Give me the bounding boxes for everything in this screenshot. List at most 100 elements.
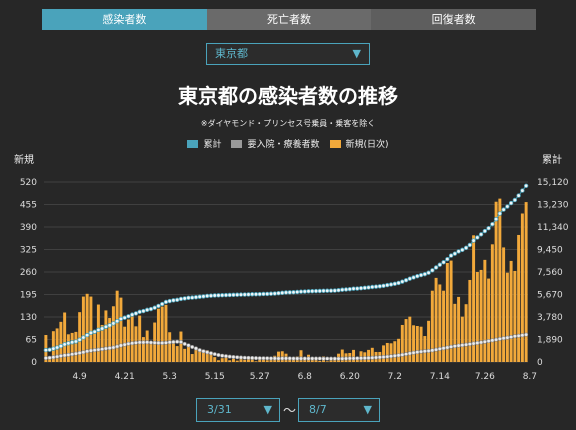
cumulative-point <box>471 238 476 243</box>
inpatients-point <box>118 343 123 348</box>
legend-swatch <box>329 139 341 148</box>
bar-daily-new <box>400 324 404 362</box>
inpatients-point <box>156 340 161 345</box>
cumulative-point <box>321 288 326 294</box>
bar-daily-new <box>74 331 78 362</box>
bar-daily-new <box>494 201 498 362</box>
start-date-select[interactable]: 3/31 ▼ <box>196 398 280 422</box>
cumulative-point <box>197 294 202 299</box>
inpatients-point <box>351 356 356 361</box>
legend-item-inpatients[interactable]: 要入院・療養者数 <box>231 137 320 150</box>
inpatients-point <box>167 340 172 345</box>
right-tick-label: 13,230 <box>537 201 569 211</box>
cumulative-point <box>298 289 304 294</box>
cumulative-point <box>475 235 480 240</box>
inpatients-point <box>287 356 292 361</box>
chevron-down-icon: ▼ <box>263 403 272 416</box>
cumulative-point <box>328 288 334 293</box>
bar-daily-new <box>130 316 134 362</box>
bar-daily-new <box>464 304 468 362</box>
inpatients-point <box>73 351 78 356</box>
inpatients-point <box>366 355 371 360</box>
left-tick-label: 260 <box>20 268 37 278</box>
bar-daily-new <box>340 349 344 362</box>
inpatients-point <box>58 353 63 358</box>
inpatients-point <box>494 337 499 342</box>
cumulative-point <box>486 225 491 231</box>
inpatients-point <box>482 339 487 344</box>
right-tick-label: 0 <box>537 358 543 368</box>
cumulative-point <box>88 330 94 336</box>
tab-infections[interactable]: 感染者数 <box>42 9 207 30</box>
prefecture-select[interactable]: 東京都 ▼ <box>206 43 370 65</box>
inpatients-point <box>141 340 146 345</box>
bar-daily-new <box>520 213 524 362</box>
inpatients-point <box>430 348 435 353</box>
inpatients-point <box>505 335 510 340</box>
inpatients-point <box>220 353 225 358</box>
end-date-select[interactable]: 8/7 ▼ <box>298 398 380 422</box>
cumulative-point <box>43 347 49 353</box>
bar-daily-new <box>115 290 119 362</box>
x-tick-label: 7.26 <box>475 372 495 382</box>
inpatients-point <box>306 356 311 361</box>
x-tick-label: 7.14 <box>430 372 450 382</box>
cumulative-point <box>283 290 289 295</box>
cumulative-point <box>242 292 247 297</box>
cumulative-point <box>182 296 187 301</box>
bar-daily-new <box>479 269 483 362</box>
inpatients-point <box>160 340 165 345</box>
bar-daily-new <box>513 270 517 362</box>
cumulative-point <box>99 326 105 331</box>
cumulative-point <box>306 289 311 294</box>
left-tick-label: 65 <box>26 336 37 346</box>
inpatients-point <box>216 352 221 357</box>
cumulative-point <box>246 292 251 297</box>
cumulative-point <box>523 183 529 189</box>
left-tick-label: 0 <box>31 358 37 368</box>
inpatients-point <box>501 336 506 341</box>
cumulative-point <box>287 290 292 295</box>
x-tick-label: 5.27 <box>250 372 270 382</box>
inpatients-point <box>175 339 180 344</box>
inpatients-point <box>437 346 442 351</box>
cumulative-point <box>381 283 386 289</box>
inpatients-point <box>280 356 285 361</box>
legend-swatch <box>187 139 199 148</box>
bar-daily-new <box>104 310 108 362</box>
cumulative-point <box>313 288 319 294</box>
legend-item-new[interactable]: 新規(日次) <box>329 137 389 150</box>
x-tick-label: 5.3 <box>163 372 177 382</box>
date-range-separator: 〜 <box>283 404 297 419</box>
cumulative-point <box>426 270 431 275</box>
cumulative-point <box>163 299 169 305</box>
inpatients-point <box>310 356 315 361</box>
cumulative-point <box>111 321 116 326</box>
cumulative-point <box>144 307 150 313</box>
bar-daily-new <box>201 351 205 362</box>
cumulative-point <box>51 346 56 351</box>
inpatients-point <box>70 352 75 357</box>
bar-daily-new <box>168 332 172 362</box>
cumulative-point <box>193 295 199 300</box>
cumulative-point <box>467 242 473 248</box>
bar-daily-new <box>490 244 494 362</box>
right-tick-label: 9,450 <box>537 246 563 256</box>
tab-deaths[interactable]: 死亡者数 <box>206 9 372 30</box>
cumulative-point <box>385 282 390 288</box>
cumulative-point <box>280 290 285 296</box>
bar-daily-new <box>138 315 142 362</box>
inpatients-point <box>250 355 255 360</box>
cumulative-point <box>366 285 371 290</box>
inpatients-point <box>152 340 157 345</box>
bar-daily-new <box>66 334 70 362</box>
cumulative-point <box>208 293 214 298</box>
legend-label: 要入院・療養者数 <box>247 140 320 150</box>
inpatients-point <box>171 340 176 345</box>
legend-item-cumulative[interactable]: 累計 <box>187 137 221 150</box>
tab-recoveries[interactable]: 回復者数 <box>371 9 537 30</box>
left-tick-label: 130 <box>20 313 37 323</box>
cumulative-point <box>291 290 296 295</box>
cumulative-point <box>497 211 503 216</box>
bar-daily-new <box>498 198 502 362</box>
